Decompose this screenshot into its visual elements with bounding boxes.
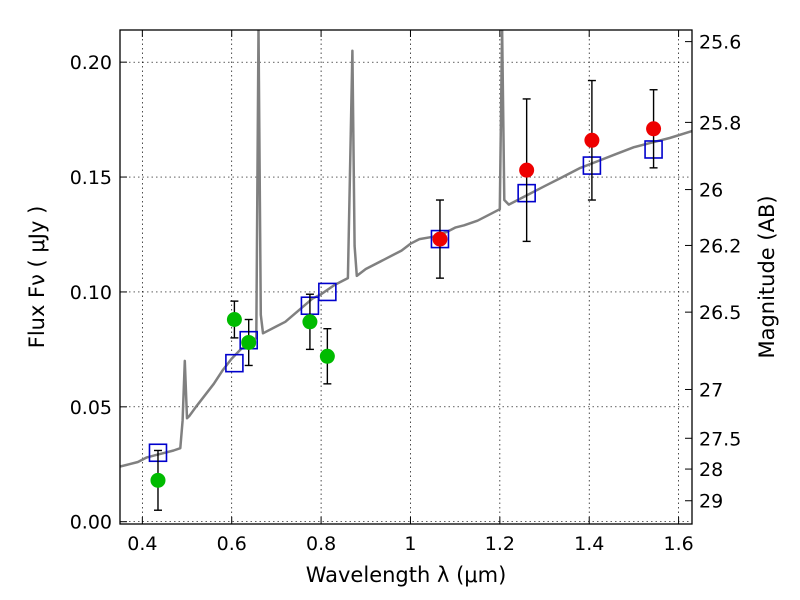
y2-tick-label: 26.2 [699, 235, 741, 257]
observed-optical-point [226, 312, 242, 328]
y2-tick-label: 27.5 [699, 428, 741, 450]
y2-tick-label: 26 [699, 180, 723, 202]
y-axis-label: Flux Fν ( μJy ) [25, 206, 49, 349]
y2-tick-label: 28 [699, 459, 723, 481]
x-tick-label: 0.8 [306, 533, 336, 555]
observed-optical-point [302, 314, 318, 330]
x-tick-label: 0.4 [127, 533, 157, 555]
grid-lines [120, 30, 692, 524]
x-tick-label: 1.6 [663, 533, 693, 555]
plot-area [120, 30, 692, 468]
y2-axis-label: Magnitude (AB) [755, 195, 779, 358]
observed-nir-point [584, 132, 600, 148]
observed-optical-point [319, 348, 335, 364]
x-tick-label: 1.4 [574, 533, 604, 555]
x-tick-label: 1.2 [485, 533, 515, 555]
y2-tick-label: 25.8 [699, 112, 741, 134]
y-tick-label: 0.15 [70, 167, 112, 189]
observed-optical-point [150, 472, 166, 488]
x-axis-label: Wavelength λ (μm) [306, 563, 507, 587]
y-tick-label: 0.20 [70, 52, 112, 74]
observed-nir-point [519, 162, 535, 178]
observed-nir-point [432, 231, 448, 247]
observed-nir-point [646, 121, 662, 137]
y-tick-label: 0.10 [70, 282, 112, 304]
x-tick-label: 1 [404, 533, 416, 555]
plot-frame [119, 29, 693, 525]
model-bandpass-point [225, 353, 244, 373]
y-tick-label: 0.05 [70, 397, 112, 419]
x-tick-label: 0.6 [217, 533, 247, 555]
markers [148, 79, 663, 511]
y2-tick-label: 26.5 [699, 302, 741, 324]
y2-tick-label: 29 [699, 491, 723, 513]
model-bandpass-point [318, 282, 337, 302]
model-spectrum-line [120, 30, 692, 468]
y2-tick-label: 27 [699, 379, 723, 401]
axes: 0.4 0.6 0.8 1 1.2 1.4 1.6 0.00 0.05 0.10 0.15 0.20 2… [70, 30, 741, 555]
observed-optical-point [241, 334, 257, 350]
y-tick-label: 0.00 [70, 512, 112, 534]
y2-tick-label: 25.6 [699, 32, 741, 54]
